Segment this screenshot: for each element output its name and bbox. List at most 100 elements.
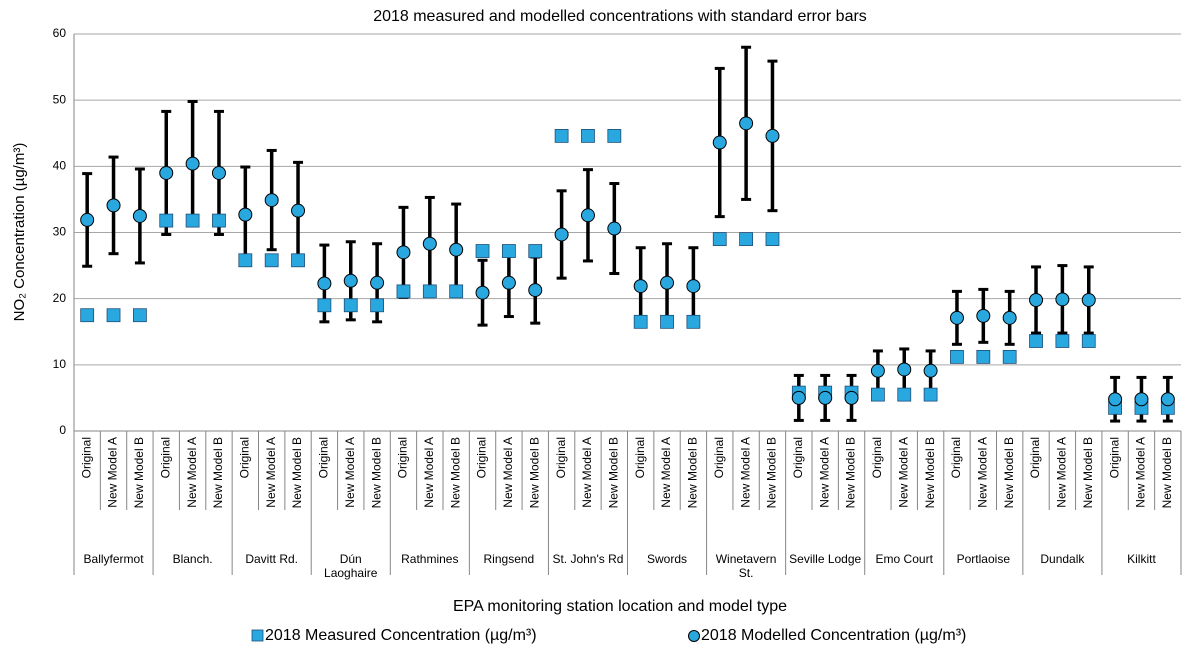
x-tick-label: New Model A	[580, 437, 594, 508]
modelled-marker	[897, 362, 912, 377]
x-axis-title: EPA monitoring station location and mode…	[453, 598, 787, 615]
x-tick-label: New Model A	[422, 437, 436, 508]
measured-marker	[607, 128, 622, 143]
modelled-marker	[949, 310, 964, 325]
group-label-box: Winetavern St.	[715, 552, 777, 580]
y-tick-label: 60	[53, 26, 67, 40]
modelled-marker	[317, 276, 332, 291]
x-tick-label: New Model A	[106, 437, 120, 508]
group-label: Kilkitt	[1127, 552, 1156, 566]
x-tick-label: New Model A	[1055, 437, 1069, 508]
y-tick-label: 0	[59, 423, 66, 437]
x-tick-label: New Model A	[738, 437, 752, 508]
modelled-marker	[660, 275, 675, 290]
modelled-marker	[739, 116, 754, 131]
modelled-marker	[422, 236, 437, 251]
modelled-marker	[870, 363, 885, 378]
group-label-box: Rathmines	[401, 552, 458, 566]
x-tick-label: New Model A	[185, 437, 199, 508]
measured-marker	[1002, 349, 1017, 364]
measured-marker	[106, 308, 121, 323]
legend-label: 2018 Modelled Concentration (µg/m³)	[701, 627, 966, 644]
measured-marker	[343, 298, 358, 313]
group-label: Winetavern St.	[715, 552, 777, 580]
x-tick-label: New Model B	[686, 437, 700, 508]
modelled-marker	[633, 279, 648, 294]
x-tick-label: Original	[633, 437, 647, 478]
measured-marker	[449, 284, 464, 299]
measured-marker	[765, 232, 780, 247]
modelled-marker	[923, 363, 938, 378]
modelled-marker	[1160, 392, 1175, 407]
modelled-marker	[132, 208, 147, 223]
modelled-marker	[1108, 392, 1123, 407]
x-tick-label: Original	[791, 437, 805, 478]
x-tick-label: Original	[1028, 437, 1042, 478]
modelled-marker	[106, 198, 121, 213]
x-tick-label: New Model A	[264, 437, 278, 508]
measured-marker	[396, 284, 411, 299]
measured-marker	[370, 298, 385, 313]
modelled-marker	[791, 390, 806, 405]
modelled-marker	[686, 279, 701, 294]
modelled-marker	[475, 285, 490, 300]
measured-marker	[976, 349, 991, 364]
x-tick-label: New Model B	[369, 437, 383, 508]
measured-marker	[528, 244, 543, 258]
x-tick-label: New Model A	[501, 437, 515, 508]
modelled-marker	[1134, 392, 1149, 407]
modelled-marker	[343, 273, 358, 288]
measured-marker	[212, 213, 226, 228]
legend-marker	[688, 630, 700, 642]
measured-marker	[897, 387, 912, 402]
y-tick-label: 40	[53, 159, 67, 173]
measured-marker	[633, 314, 648, 329]
measured-marker	[80, 308, 95, 323]
group-label: Davitt Rd.	[245, 552, 299, 566]
measured-marker	[185, 213, 200, 228]
modelled-marker	[238, 207, 253, 222]
group-label: Dundalk	[1040, 552, 1085, 566]
group-label: Seville Lodge	[789, 552, 862, 566]
modelled-marker	[264, 193, 279, 208]
modelled-marker	[211, 165, 226, 180]
measured-marker	[238, 253, 253, 268]
measured-marker	[501, 244, 516, 258]
x-tick-label: Original	[949, 437, 963, 478]
group-label-box: St. John's Rd	[552, 552, 623, 566]
group-label-box: Dún Laoghaire	[324, 552, 378, 580]
y-axis-title: NO₂ Concentration (µg/m³)	[11, 143, 28, 322]
measured-marker	[159, 213, 174, 228]
x-tick-label: New Model B	[290, 437, 304, 508]
x-tick-label: Original	[396, 437, 410, 478]
y-tick-label: 10	[53, 357, 67, 371]
measured-marker	[132, 308, 147, 323]
group-label-box: Swords	[647, 552, 687, 566]
modelled-marker	[501, 275, 516, 290]
measured-marker	[1055, 334, 1070, 348]
x-tick-label: Original	[554, 437, 568, 478]
measured-marker	[291, 253, 305, 268]
x-tick-label: Original	[475, 437, 489, 478]
legend-label: 2018 Measured Concentration (µg/m³)	[265, 627, 537, 644]
x-tick-label: New Model B	[448, 437, 462, 508]
measured-marker	[923, 387, 938, 402]
group-label-box: Ballyfermot	[84, 552, 144, 566]
x-tick-label: New Model A	[343, 437, 357, 508]
legend-marker	[251, 629, 264, 642]
modelled-marker	[712, 135, 727, 150]
modelled-marker	[554, 227, 569, 242]
x-tick-label: New Model B	[1160, 437, 1174, 508]
modelled-marker	[580, 208, 595, 223]
group-label: Emo Court	[875, 552, 933, 566]
measured-marker	[712, 232, 727, 247]
modelled-marker	[396, 245, 411, 260]
group-label: Dún Laoghaire	[324, 552, 378, 580]
x-tick-label: Original	[79, 437, 93, 478]
group-label-box: Seville Lodge	[789, 552, 862, 566]
x-tick-label: New Model A	[1134, 437, 1148, 508]
x-tick-label: New Model A	[975, 437, 989, 508]
modelled-marker	[291, 203, 306, 218]
measured-marker	[686, 314, 701, 329]
x-tick-label: Original	[870, 437, 884, 478]
